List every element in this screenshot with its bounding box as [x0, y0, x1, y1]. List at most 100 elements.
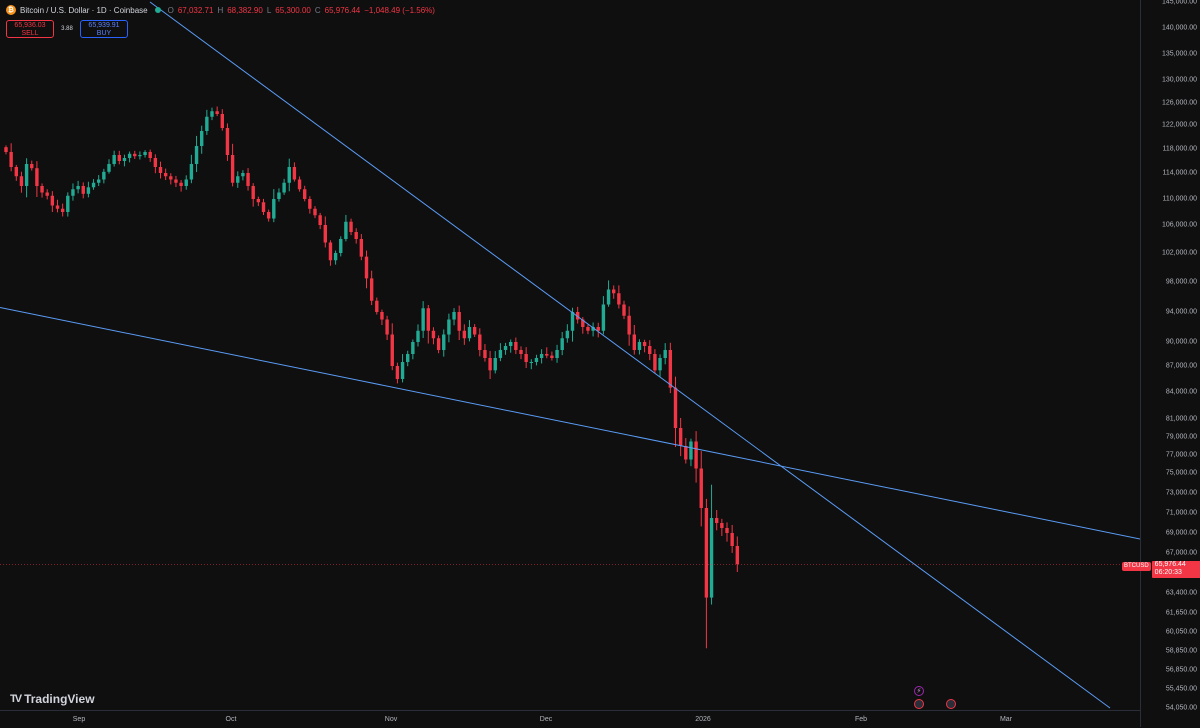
candle[interactable] [498, 343, 503, 362]
candle[interactable] [699, 451, 703, 527]
candle[interactable] [591, 322, 595, 337]
candle[interactable] [689, 438, 693, 467]
candle[interactable] [45, 189, 49, 200]
symbol-title[interactable]: Bitcoin / U.S. Dollar · 1D · Coinbase [20, 5, 148, 15]
candle[interactable] [395, 362, 400, 384]
candle[interactable] [678, 417, 683, 457]
candle[interactable] [205, 109, 209, 135]
candle[interactable] [385, 315, 389, 340]
candle[interactable] [720, 518, 724, 537]
candle[interactable] [606, 280, 611, 307]
candle[interactable] [725, 522, 729, 542]
sell-button[interactable]: 65,936.03 SELL [6, 20, 54, 38]
trendline[interactable] [0, 307, 1140, 542]
us-flag-event-icon[interactable] [914, 699, 924, 709]
candle[interactable] [421, 301, 425, 338]
price-axis[interactable]: 145,000.00 140,000.00 135,000.00 130,000.00… [1140, 0, 1200, 727]
candle[interactable] [303, 185, 307, 202]
candle[interactable] [220, 109, 224, 131]
candle[interactable] [416, 324, 420, 347]
candle[interactable] [715, 510, 719, 531]
candle[interactable] [369, 270, 374, 306]
candle[interactable] [9, 143, 13, 172]
buy-button[interactable]: 65,939.91 BUY [80, 20, 128, 38]
candle[interactable] [148, 149, 152, 162]
candle[interactable] [462, 324, 467, 345]
candle[interactable] [735, 536, 739, 572]
candle[interactable] [339, 236, 343, 257]
candle[interactable] [364, 250, 369, 289]
candle[interactable] [272, 189, 276, 223]
candle[interactable] [601, 296, 606, 335]
candle[interactable] [612, 285, 616, 299]
candle[interactable] [617, 285, 621, 309]
candle[interactable] [519, 346, 523, 360]
candle[interactable] [169, 173, 173, 185]
candle[interactable] [86, 181, 91, 198]
time-axis[interactable]: Sep Oct Nov Dec 2026 Feb Mar [0, 710, 1140, 728]
candle[interactable] [328, 240, 333, 266]
candle[interactable] [107, 159, 111, 174]
candle[interactable] [210, 107, 214, 121]
candle[interactable] [55, 199, 60, 213]
candle[interactable] [431, 327, 436, 345]
candle[interactable] [308, 196, 312, 214]
candle[interactable] [76, 180, 80, 194]
candle[interactable] [179, 180, 183, 192]
candle[interactable] [632, 324, 636, 355]
candle[interactable] [488, 350, 492, 379]
candle[interactable] [153, 154, 158, 174]
candle[interactable] [261, 198, 266, 216]
candle[interactable] [287, 158, 291, 192]
candle[interactable] [97, 175, 101, 186]
candle[interactable] [472, 324, 477, 338]
candle[interactable] [354, 228, 358, 244]
candle[interactable] [24, 158, 29, 198]
candle[interactable] [550, 351, 554, 361]
candle[interactable] [256, 196, 261, 207]
candle[interactable] [297, 176, 302, 192]
candle[interactable] [158, 161, 163, 179]
candle[interactable] [174, 175, 178, 188]
candle[interactable] [60, 203, 65, 217]
candle[interactable] [200, 125, 204, 154]
candle[interactable] [189, 154, 194, 184]
candle[interactable] [30, 160, 34, 171]
candle[interactable] [344, 214, 348, 242]
tradingview-logo[interactable]: TV TradingView [10, 692, 95, 706]
candle[interactable] [122, 154, 127, 167]
candle[interactable] [50, 191, 55, 212]
candle[interactable] [40, 183, 44, 198]
candle[interactable] [663, 343, 667, 365]
candle[interactable] [555, 344, 559, 363]
candle[interactable] [545, 347, 549, 359]
candle[interactable] [241, 170, 245, 181]
candle[interactable] [637, 339, 642, 355]
candle[interactable] [704, 498, 709, 649]
event-flag-icon[interactable]: ⚡ [914, 686, 924, 696]
candle[interactable] [411, 339, 415, 360]
candle[interactable] [426, 304, 430, 344]
candle[interactable] [709, 484, 714, 605]
candle[interactable] [653, 349, 657, 374]
candle[interactable] [246, 168, 250, 191]
candle[interactable] [524, 347, 528, 368]
candlestick-chart[interactable] [0, 0, 1140, 710]
candle[interactable] [266, 209, 271, 222]
candle[interactable] [71, 183, 75, 201]
candle[interactable] [349, 218, 353, 236]
candle[interactable] [380, 309, 384, 326]
candle[interactable] [143, 150, 147, 158]
candle[interactable] [493, 351, 497, 374]
candle[interactable] [251, 183, 255, 207]
candle[interactable] [483, 344, 487, 362]
candle[interactable] [642, 339, 647, 353]
candle[interactable] [375, 297, 379, 315]
candle[interactable] [730, 524, 734, 553]
candle[interactable] [112, 150, 116, 167]
candle[interactable] [694, 431, 698, 483]
candle[interactable] [333, 250, 338, 265]
candle[interactable] [529, 359, 533, 370]
trendline[interactable] [149, 1, 1111, 709]
candle[interactable] [560, 331, 564, 356]
